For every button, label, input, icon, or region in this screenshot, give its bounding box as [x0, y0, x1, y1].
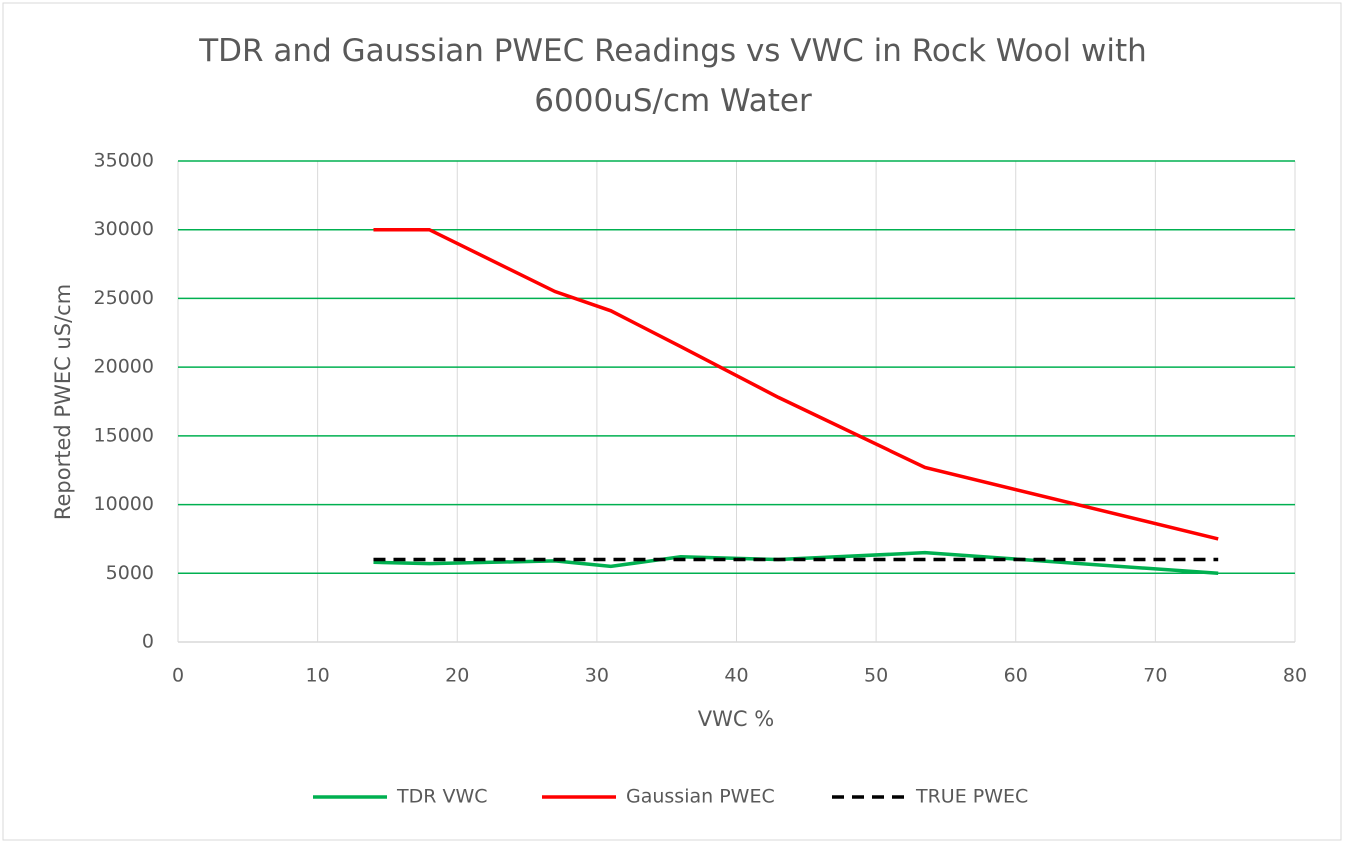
y-tick-label: 30000 [94, 218, 154, 240]
x-tick-label: 0 [172, 665, 184, 687]
y-tick-label: 25000 [94, 287, 154, 309]
legend-label: Gaussian PWEC [626, 786, 775, 808]
y-tick-label: 15000 [94, 424, 154, 446]
x-tick-label: 80 [1283, 665, 1307, 687]
x-tick-label: 70 [1143, 665, 1167, 687]
y-tick-label: 10000 [94, 493, 154, 515]
y-tick-label: 20000 [94, 356, 154, 378]
series-line [373, 550, 1219, 576]
legend-label: TDR VWC [396, 786, 488, 808]
y-axis-label: Reported PWEC uS/cm [51, 284, 75, 520]
x-tick-label: 10 [306, 665, 330, 687]
chart-title: TDR and Gaussian PWEC Readings vs VWC in… [199, 33, 1147, 119]
legend-label: TRUE PWEC [915, 786, 1028, 808]
x-axis-label: VWC % [698, 707, 774, 731]
x-tick-label: 40 [724, 665, 748, 687]
x-tick-label: 50 [864, 665, 888, 687]
y-tick-label: 5000 [106, 562, 154, 584]
series-line [373, 227, 1219, 541]
y-tick-label: 35000 [94, 150, 154, 172]
x-tick-label: 60 [1004, 665, 1028, 687]
x-tick-label: 30 [585, 665, 609, 687]
y-tick-label: 0 [142, 631, 154, 653]
x-tick-label: 20 [445, 665, 469, 687]
